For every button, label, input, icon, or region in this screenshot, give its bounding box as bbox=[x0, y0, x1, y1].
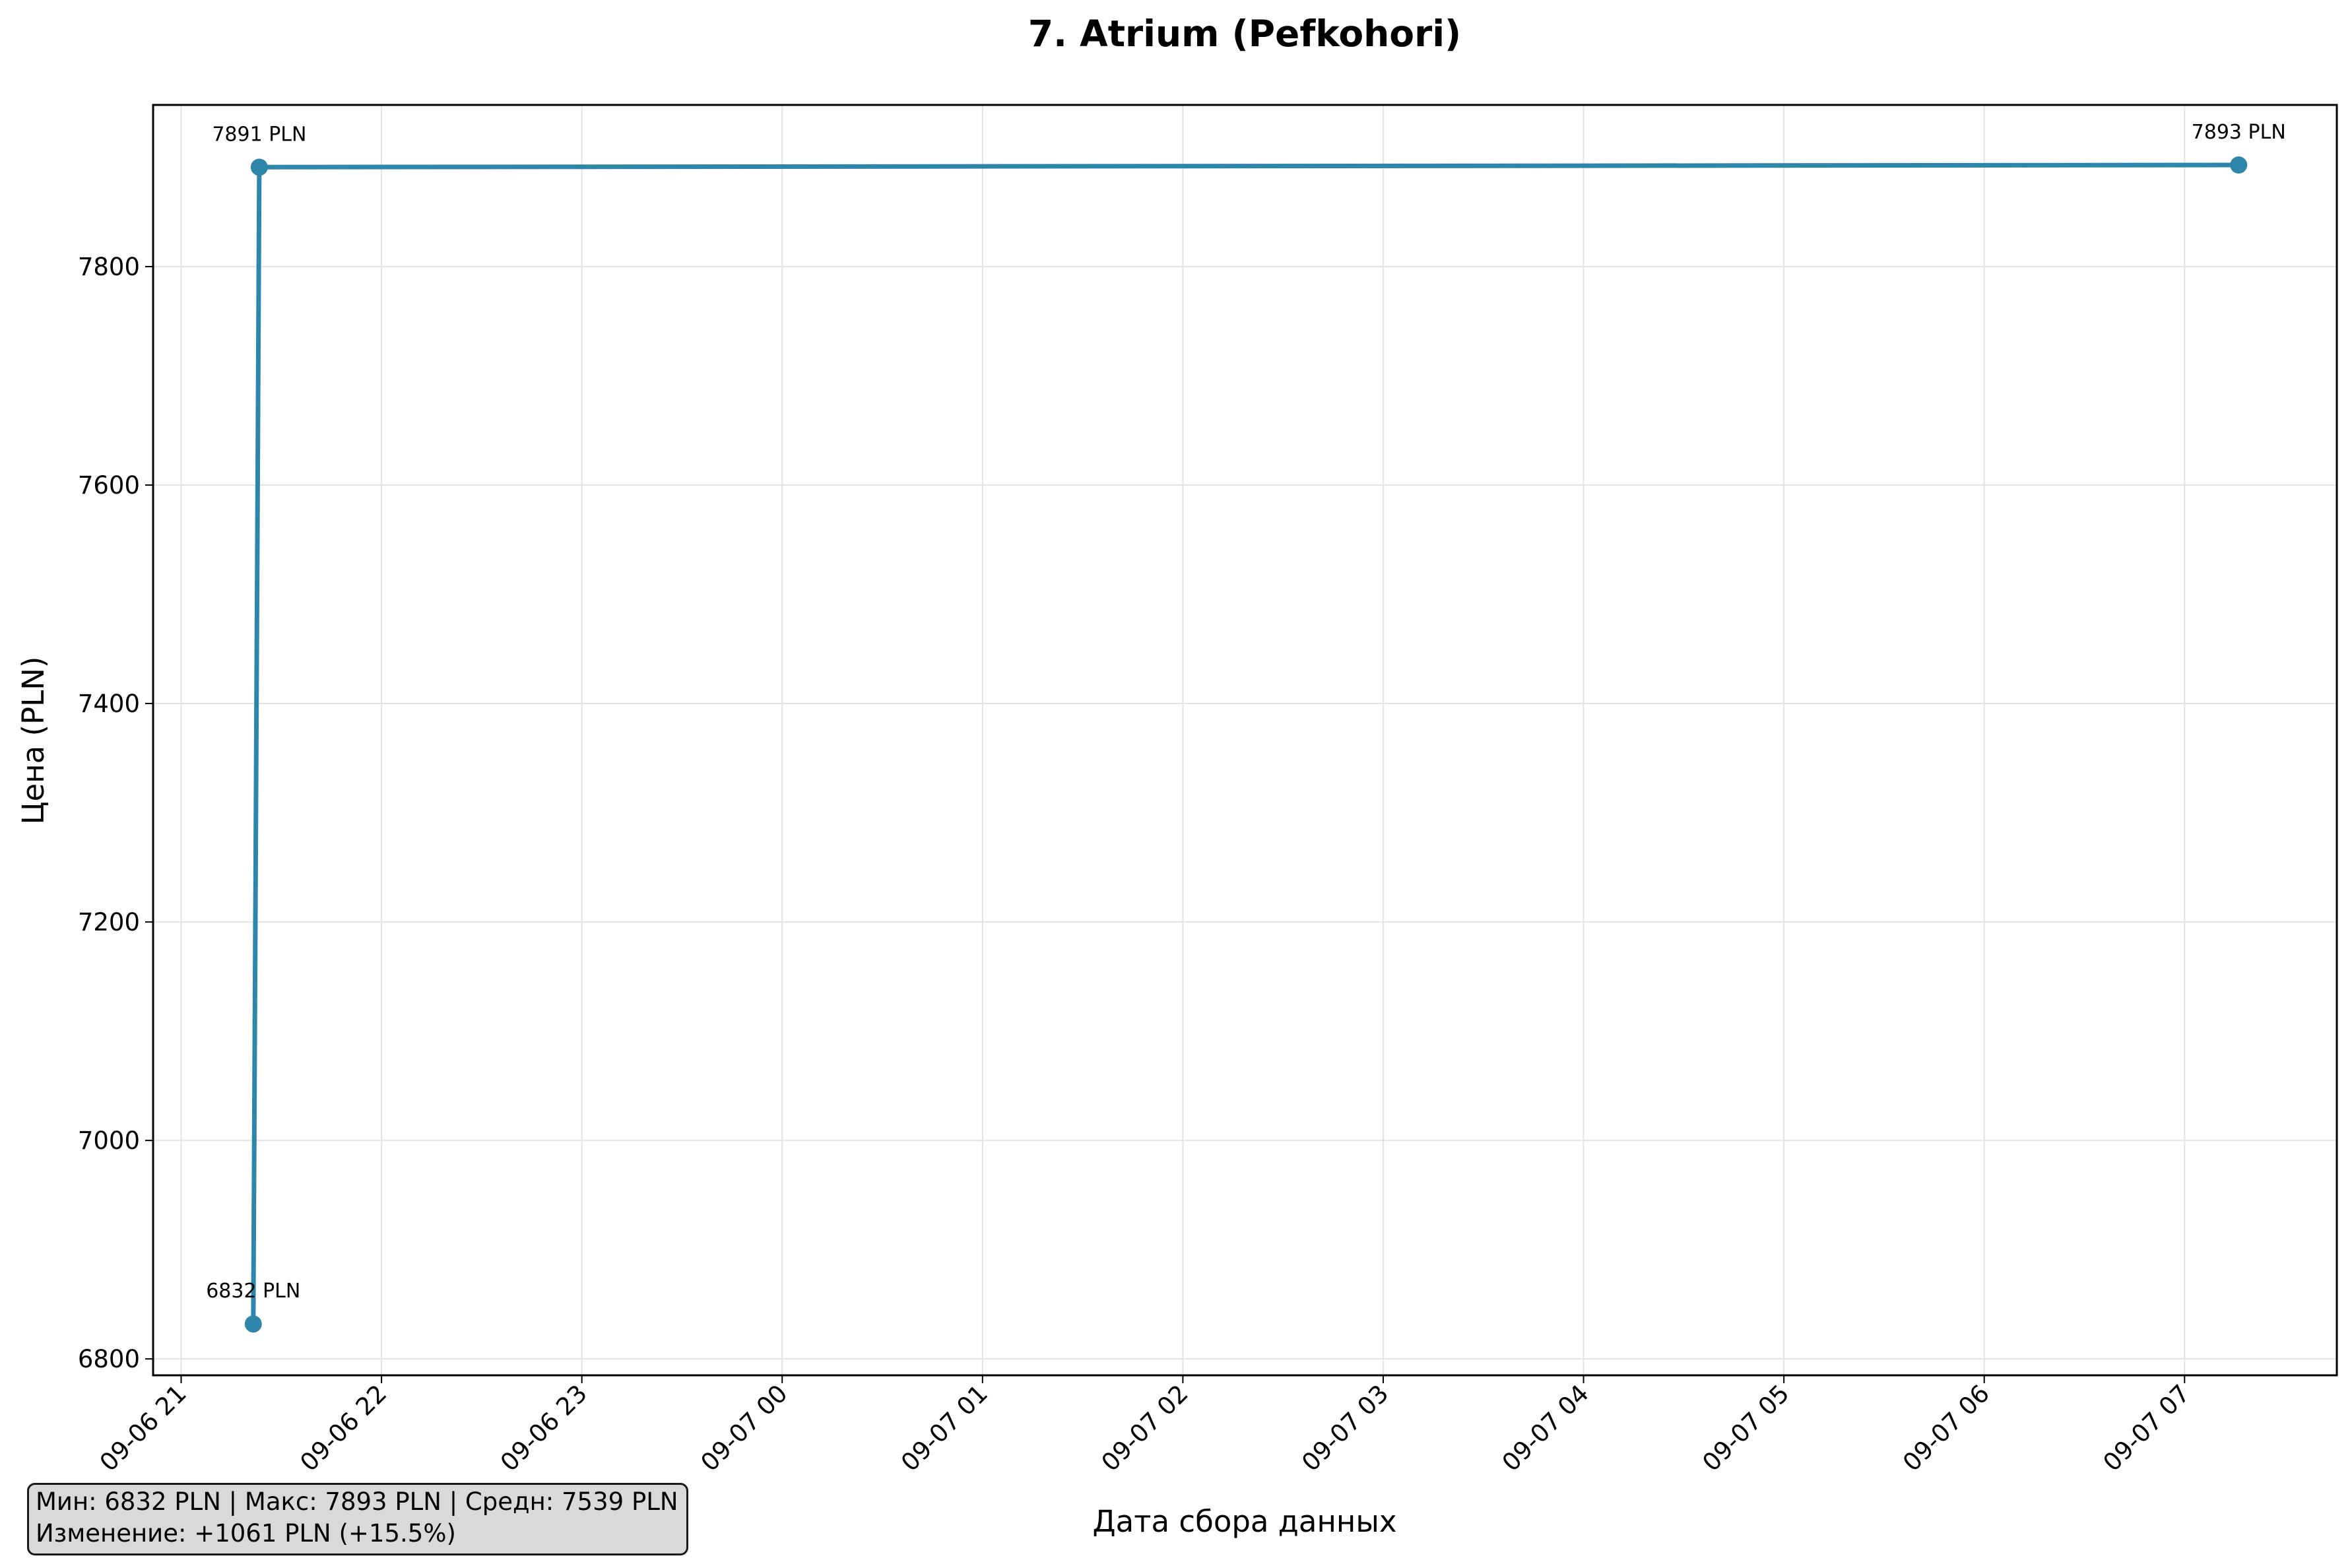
series-line: 6832 PLN 7891 PLN 7893 PLN bbox=[206, 121, 2286, 1333]
x-tick-label: 09-07 03 bbox=[1296, 1379, 1394, 1477]
stats-line-2: Изменение: +1061 PLN (+15.5%) bbox=[36, 1519, 456, 1548]
y-tick-label: 7800 bbox=[78, 253, 140, 281]
y-axis-label: Цена (PLN) bbox=[16, 657, 51, 825]
x-tick-label: 09-07 04 bbox=[1497, 1379, 1594, 1477]
x-axis-label: Дата сбора данных bbox=[1093, 1504, 1397, 1539]
data-label: 7891 PLN bbox=[212, 123, 306, 146]
x-tick-label: 09-07 01 bbox=[896, 1379, 993, 1477]
grid bbox=[153, 105, 2337, 1375]
data-label: 6832 PLN bbox=[206, 1280, 300, 1303]
chart-title: 7. Atrium (Pefkohori) bbox=[1028, 13, 1461, 55]
x-tick-label: 09-07 00 bbox=[696, 1379, 793, 1477]
price-line bbox=[251, 162, 2239, 1324]
y-tick-label: 7400 bbox=[78, 690, 140, 718]
x-tick-label: 09-06 21 bbox=[94, 1379, 192, 1477]
x-tick-label: 09-06 23 bbox=[495, 1379, 593, 1477]
y-tick-label: 7000 bbox=[78, 1127, 140, 1155]
y-tick-label: 7600 bbox=[78, 471, 140, 500]
stats-box: Мин: 6832 PLN | Макс: 7893 PLN | Средн: … bbox=[27, 1483, 688, 1555]
y-tick-label: 7200 bbox=[78, 908, 140, 936]
x-tick-label: 09-06 22 bbox=[294, 1379, 392, 1477]
data-point bbox=[244, 1315, 262, 1333]
x-tick-label: 09-07 06 bbox=[1897, 1379, 1995, 1477]
data-point bbox=[250, 158, 268, 176]
data-point bbox=[2230, 156, 2248, 174]
x-tick-label: 09-07 02 bbox=[1096, 1379, 1194, 1477]
x-tick-label: 09-07 05 bbox=[1697, 1379, 1794, 1477]
x-tick-label: 09-07 07 bbox=[2098, 1379, 2196, 1477]
data-label: 7893 PLN bbox=[2192, 121, 2286, 144]
plot-frame bbox=[152, 104, 2338, 1377]
stats-line-1: Мин: 6832 PLN | Макс: 7893 PLN | Средн: … bbox=[36, 1487, 678, 1516]
axes: 09-06 21 09-06 22 09-06 23 09-07 00 09-07 01… bbox=[78, 104, 2338, 1477]
y-tick-label: 6800 bbox=[78, 1345, 140, 1373]
